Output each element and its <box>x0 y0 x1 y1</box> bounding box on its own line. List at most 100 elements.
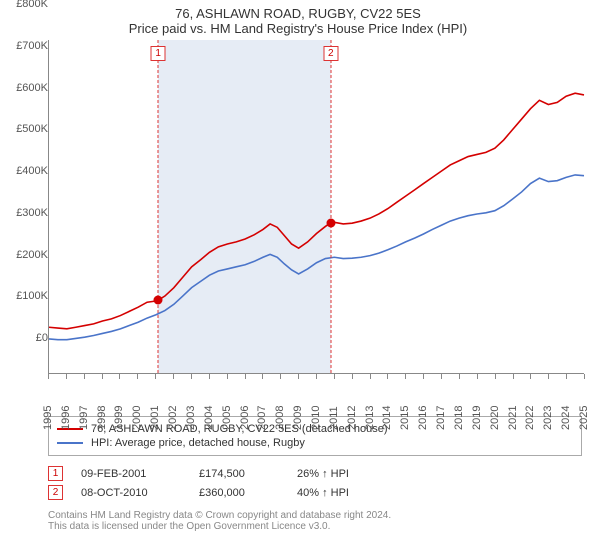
x-tick-label: 2018 <box>453 406 465 430</box>
x-tick-mark <box>566 374 567 379</box>
x-tick-mark <box>530 374 531 379</box>
title-address: 76, ASHLAWN ROAD, RUGBY, CV22 5ES <box>4 4 592 21</box>
x-tick-label: 2014 <box>381 406 393 430</box>
x-tick-label: 2006 <box>239 406 251 430</box>
sale-price: £360,000 <box>199 487 279 499</box>
x-tick-label: 2012 <box>346 406 358 430</box>
sale-marker-line <box>158 40 159 373</box>
x-tick-label: 2004 <box>203 406 215 430</box>
x-tick-label: 2011 <box>328 406 340 430</box>
sale-date: 08-OCT-2010 <box>81 487 181 499</box>
x-tick-label: 2002 <box>167 406 179 430</box>
sales-table: 109-FEB-2001£174,50026% ↑ HPI208-OCT-201… <box>48 462 582 504</box>
legend-swatch <box>57 442 83 444</box>
x-tick-mark <box>66 374 67 379</box>
sale-marker-dot <box>154 296 163 305</box>
x-tick-mark <box>155 374 156 379</box>
x-tick-label: 2009 <box>292 406 304 430</box>
x-tick-mark <box>262 374 263 379</box>
x-tick-mark <box>387 374 388 379</box>
plot-area: 12 <box>48 40 584 374</box>
y-tick-label: £600K <box>4 82 48 94</box>
y-tick-label: £800K <box>4 0 48 10</box>
legend-label: HPI: Average price, detached house, Rugb… <box>91 437 305 449</box>
x-tick-mark <box>173 374 174 379</box>
y-axis: £0£100K£200K£300K£400K£500K£600K£700K£80… <box>4 40 48 374</box>
sale-marker-badge: 2 <box>323 46 338 61</box>
x-tick-label: 2023 <box>542 406 554 430</box>
x-tick-mark <box>423 374 424 379</box>
page: 76, ASHLAWN ROAD, RUGBY, CV22 5ES Price … <box>0 0 600 560</box>
x-tick-mark <box>298 374 299 379</box>
sale-marker-line <box>330 40 331 373</box>
x-axis: 1995199619971998199920002001200220032004… <box>48 374 584 410</box>
x-tick-label: 2007 <box>256 406 268 430</box>
x-tick-mark <box>84 374 85 379</box>
x-tick-label: 1999 <box>113 406 125 430</box>
y-tick-label: £0 <box>4 332 48 344</box>
sale-delta: 26% ↑ HPI <box>297 468 387 480</box>
x-tick-label: 2020 <box>489 406 501 430</box>
series-line-hpi <box>49 175 584 340</box>
x-tick-label: 2005 <box>221 406 233 430</box>
x-tick-label: 2008 <box>274 406 286 430</box>
series-line-property <box>49 93 584 329</box>
chart-lines <box>49 40 584 373</box>
x-tick-label: 2021 <box>507 406 519 430</box>
footer-line-1: Contains HM Land Registry data © Crown c… <box>48 510 582 521</box>
sale-marker-dot <box>326 218 335 227</box>
x-tick-label: 2010 <box>310 406 322 430</box>
footer-line-2: This data is licensed under the Open Gov… <box>48 521 582 532</box>
x-tick-label: 2000 <box>131 406 143 430</box>
x-tick-mark <box>495 374 496 379</box>
x-tick-mark <box>352 374 353 379</box>
x-tick-mark <box>227 374 228 379</box>
x-tick-mark <box>334 374 335 379</box>
sale-row: 1 09-FEB-2001 £174,500 26% ↑ HPI <box>48 466 582 481</box>
x-tick-label: 1997 <box>78 406 90 430</box>
x-tick-label: 2019 <box>471 406 483 430</box>
attribution-footer: Contains HM Land Registry data © Crown c… <box>48 510 582 532</box>
x-tick-label: 2022 <box>524 406 536 430</box>
sale-row-badge: 1 <box>48 466 63 481</box>
x-tick-mark <box>441 374 442 379</box>
x-tick-mark <box>280 374 281 379</box>
sale-row: 208-OCT-2010£360,00040% ↑ HPI <box>48 485 582 500</box>
x-tick-mark <box>370 374 371 379</box>
x-tick-label: 2025 <box>578 406 590 430</box>
x-tick-mark <box>405 374 406 379</box>
chart: £0£100K£200K£300K£400K£500K£600K£700K£80… <box>4 40 592 410</box>
x-tick-mark <box>245 374 246 379</box>
x-tick-mark <box>102 374 103 379</box>
chart-titles: 76, ASHLAWN ROAD, RUGBY, CV22 5ES Price … <box>4 4 592 40</box>
x-tick-mark <box>477 374 478 379</box>
legend-item: HPI: Average price, detached house, Rugb… <box>57 437 573 449</box>
x-tick-label: 1996 <box>60 406 72 430</box>
x-tick-mark <box>209 374 210 379</box>
y-tick-label: £500K <box>4 123 48 135</box>
x-tick-mark <box>48 374 49 379</box>
x-tick-mark <box>191 374 192 379</box>
sale-marker-badge: 1 <box>151 46 166 61</box>
x-tick-mark <box>513 374 514 379</box>
x-tick-mark <box>459 374 460 379</box>
x-tick-mark <box>119 374 120 379</box>
sale-price: £174,500 <box>199 468 279 480</box>
x-tick-mark <box>548 374 549 379</box>
x-tick-label: 2017 <box>435 406 447 430</box>
y-tick-label: £300K <box>4 207 48 219</box>
x-tick-mark <box>316 374 317 379</box>
x-tick-label: 2001 <box>149 406 161 430</box>
y-tick-label: £100K <box>4 290 48 302</box>
x-tick-label: 2016 <box>417 406 429 430</box>
x-tick-mark <box>137 374 138 379</box>
x-tick-label: 1995 <box>42 406 54 430</box>
sale-delta: 40% ↑ HPI <box>297 487 387 499</box>
y-tick-label: £400K <box>4 165 48 177</box>
x-tick-label: 2015 <box>399 406 411 430</box>
title-subtitle: Price paid vs. HM Land Registry's House … <box>4 21 592 40</box>
x-tick-label: 1998 <box>96 406 108 430</box>
x-tick-mark <box>584 374 585 379</box>
y-tick-label: £200K <box>4 249 48 261</box>
sale-date: 09-FEB-2001 <box>81 468 181 480</box>
